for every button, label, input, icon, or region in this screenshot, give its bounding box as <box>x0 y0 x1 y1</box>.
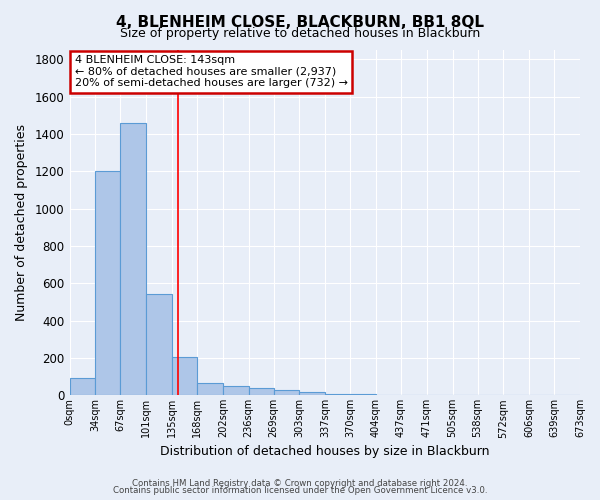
Text: Contains public sector information licensed under the Open Government Licence v3: Contains public sector information licen… <box>113 486 487 495</box>
Text: Size of property relative to detached houses in Blackburn: Size of property relative to detached ho… <box>120 28 480 40</box>
Bar <box>146 294 172 396</box>
Bar <box>95 172 121 396</box>
Text: Contains HM Land Registry data © Crown copyright and database right 2024.: Contains HM Land Registry data © Crown c… <box>132 478 468 488</box>
Bar <box>121 123 146 396</box>
Bar <box>274 390 299 396</box>
Bar <box>172 357 197 396</box>
Bar <box>248 388 274 396</box>
X-axis label: Distribution of detached houses by size in Blackburn: Distribution of detached houses by size … <box>160 444 490 458</box>
Bar <box>350 394 376 396</box>
Bar <box>223 386 248 396</box>
Text: 4 BLENHEIM CLOSE: 143sqm
← 80% of detached houses are smaller (2,937)
20% of sem: 4 BLENHEIM CLOSE: 143sqm ← 80% of detach… <box>74 55 347 88</box>
Bar <box>197 383 223 396</box>
Text: 4, BLENHEIM CLOSE, BLACKBURN, BB1 8QL: 4, BLENHEIM CLOSE, BLACKBURN, BB1 8QL <box>116 15 484 30</box>
Bar <box>325 394 350 396</box>
Bar <box>70 378 95 396</box>
Bar <box>299 392 325 396</box>
Y-axis label: Number of detached properties: Number of detached properties <box>15 124 28 321</box>
